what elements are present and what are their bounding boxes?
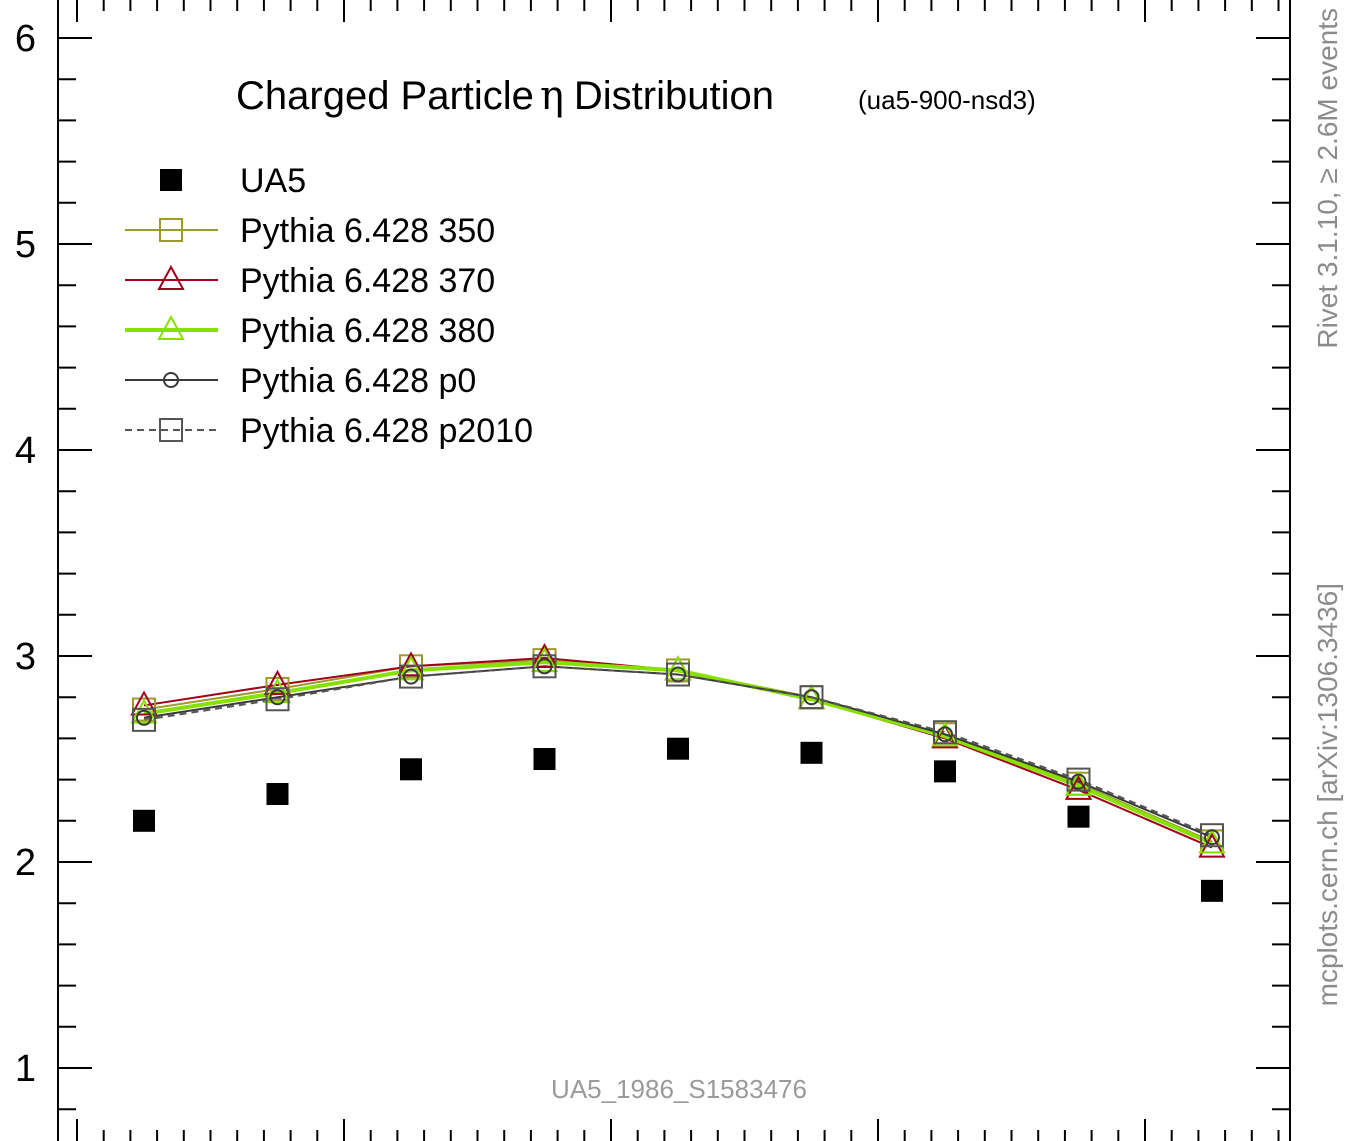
data-point-pythia-6-428-p0 [803, 689, 820, 706]
data-point-ua5 [533, 748, 556, 770]
data-point-ua5 [133, 809, 155, 832]
data-point-pythia-6-428-370 [397, 651, 425, 677]
plot-frame [57, 0, 1291, 1141]
data-point-pythia-6-428-370 [130, 690, 158, 716]
data-point-pythia-6-428-p2010 [933, 720, 957, 745]
watermark-label: UA5_1986_S1583476 [551, 1074, 807, 1104]
y-tick-labels: 1 2 3 4 5 6 [15, 18, 36, 1090]
y-tick-label: 2 [15, 842, 36, 884]
y-tick-label: 3 [15, 636, 36, 678]
data-point-ua5 [800, 741, 823, 764]
data-point-pythia-6-428-p2010 [1066, 767, 1091, 792]
data-point-pythia-6-428-p2010 [532, 654, 557, 679]
legend-marker-pythia-6-428-380 [157, 314, 185, 340]
legend-label-pythia-6-428-380: Pythia 6.428 380 [240, 312, 495, 350]
legend-label-pythia-6-428-p2010: Pythia 6.428 p2010 [240, 412, 533, 450]
data-point-pythia-6-428-p0 [937, 726, 953, 743]
data-point-pythia-6-428-380 [130, 698, 158, 724]
legend-marker-pythia-6-428-p2010 [159, 418, 183, 442]
data-point-pythia-6-428-p2010 [265, 687, 290, 712]
data-point-pythia-6-428-p0 [1204, 829, 1220, 846]
data-point-pythia-6-428-p2010 [1200, 823, 1224, 848]
legend-marker-pythia-6-428-p0 [163, 372, 179, 388]
mcplots-reference-label: mcplots.cern.ch [arXiv:1306.3436] [1312, 583, 1343, 1006]
legend: UA5 Pythia 6.428 350 Pythia 6.428 370 Pythi… [125, 162, 533, 450]
data-point-pythia-6-428-p0 [670, 666, 686, 683]
data-point-pythia-6-428-p2010 [666, 662, 690, 687]
rivet-version-label: Rivet 3.1.10, ≥ 2.6M events [1312, 8, 1343, 349]
data-point-pythia-6-428-p2010 [799, 685, 824, 710]
y-tick-label: 5 [15, 224, 36, 266]
series-line-pythia-6-428-380 [143, 660, 1213, 846]
data-point-pythia-6-428-p0 [269, 689, 286, 706]
data-point-pythia-6-428-p0 [136, 709, 152, 726]
data-point-pythia-6-428-p0 [536, 658, 553, 675]
legend-label-ua5: UA5 [240, 162, 306, 200]
title-text: Charged Particle [236, 74, 534, 118]
series-markers [130, 642, 1226, 902]
data-point-pythia-6-428-p2010 [132, 707, 156, 732]
series-line-pythia-6-428-p2010 [143, 665, 1213, 837]
chart-subtitle: (ua5-900-nsd3) [858, 85, 1036, 115]
data-point-pythia-6-428-380 [530, 647, 559, 673]
legend-label-pythia-6-428-370: Pythia 6.428 370 [240, 262, 495, 300]
series-lines [143, 657, 1213, 849]
legend-label-pythia-6-428-350: Pythia 6.428 350 [240, 212, 495, 250]
axis-ticks [58, 0, 1290, 1141]
data-point-ua5 [667, 737, 689, 760]
data-point-ua5 [1067, 805, 1090, 828]
data-point-ua5 [934, 760, 956, 783]
title-suffix: Distribution [574, 74, 774, 118]
data-point-pythia-6-428-370 [1064, 774, 1093, 800]
legend-label-pythia-6-428-p0: Pythia 6.428 p0 [240, 362, 476, 400]
data-point-pythia-6-428-p0 [1070, 773, 1087, 790]
data-point-pythia-6-428-380 [664, 655, 692, 681]
title-eta-symbol: η [540, 73, 564, 119]
y-tick-label: 4 [15, 430, 36, 472]
legend-marker-pythia-6-428-370 [157, 264, 185, 290]
legend-marker-ua5 [160, 169, 182, 191]
y-tick-label: 6 [15, 18, 36, 60]
data-point-pythia-6-428-380 [397, 655, 425, 681]
chart-title: Charged Particle η Distribution [236, 73, 774, 119]
data-point-ua5 [1201, 879, 1223, 902]
data-point-pythia-6-428-p0 [403, 668, 419, 685]
data-point-pythia-6-428-380 [263, 677, 292, 704]
y-tick-label: 1 [15, 1048, 36, 1090]
series-line-pythia-6-428-p0 [143, 665, 1213, 839]
data-point-pythia-6-428-p2010 [399, 664, 423, 689]
legend-marker-pythia-6-428-350 [159, 218, 183, 242]
data-point-ua5 [266, 783, 289, 806]
data-point-ua5 [400, 758, 422, 781]
data-point-pythia-6-428-370 [263, 669, 292, 695]
